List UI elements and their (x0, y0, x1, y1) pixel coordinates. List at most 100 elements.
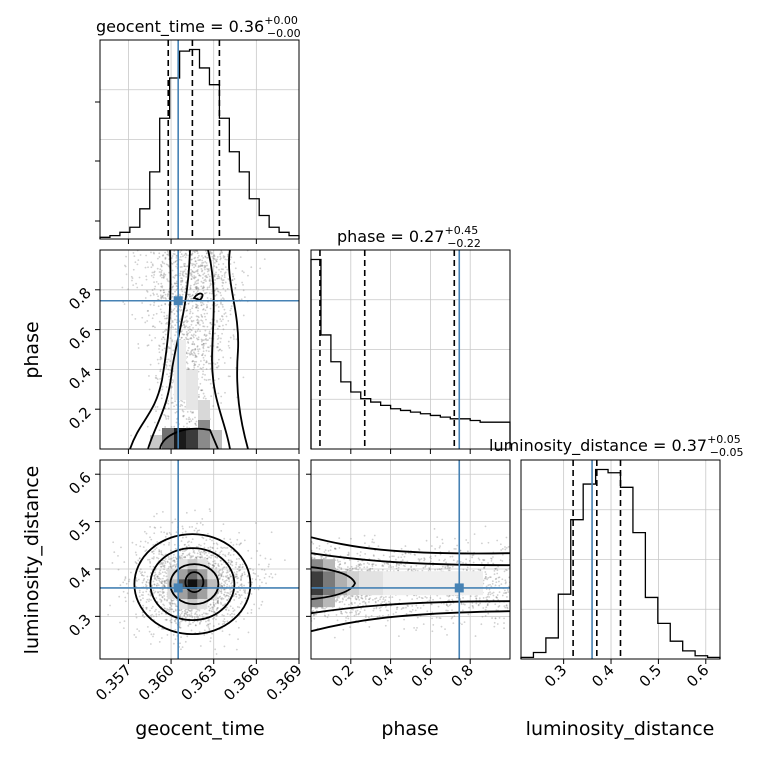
scatter-point (268, 575, 271, 578)
scatter-point (137, 347, 140, 349)
scatter-point (219, 568, 222, 571)
scatter-point (169, 565, 172, 568)
scatter-point (171, 292, 174, 295)
scatter-point (163, 564, 166, 567)
scatter-point (220, 588, 223, 591)
scatter-point (495, 581, 498, 584)
scatter-point (173, 602, 176, 605)
scatter-point (388, 596, 391, 599)
scatter-point (138, 630, 141, 632)
scatter-point (182, 270, 184, 273)
scatter-point (224, 258, 227, 261)
scatter-point (223, 313, 226, 315)
scatter-point (153, 583, 156, 586)
scatter-point (181, 273, 184, 276)
scatter-point (382, 554, 385, 557)
scatter-point (338, 606, 341, 609)
scatter-point (210, 283, 212, 286)
scatter-point (196, 555, 199, 558)
scatter-point (160, 282, 163, 285)
scatter-point (151, 264, 154, 267)
scatter-point (360, 596, 363, 599)
scatter-point (167, 254, 170, 257)
scatter-point (221, 274, 224, 277)
scatter-point (164, 333, 167, 336)
scatter-point (188, 613, 191, 616)
scatter-point (194, 363, 197, 366)
scatter-point (153, 301, 156, 304)
scatter-point (160, 637, 163, 639)
scatter-point (113, 551, 116, 554)
scatter-point (208, 508, 211, 511)
scatter-point (423, 559, 426, 562)
scatter-point (423, 558, 426, 561)
scatter-point (348, 569, 351, 572)
scatter-point (194, 265, 197, 267)
scatter-point (411, 605, 414, 607)
scatter-point (226, 253, 229, 256)
scatter-point (191, 360, 194, 363)
scatter-point (224, 595, 227, 598)
scatter-point (472, 561, 475, 564)
scatter-point (174, 260, 177, 263)
scatter-point (477, 603, 480, 606)
scatter-point (207, 346, 210, 349)
scatter-point (189, 308, 192, 311)
scatter-point (212, 542, 215, 545)
scatter-point (202, 287, 204, 290)
scatter-point (222, 287, 225, 290)
scatter-point (329, 553, 331, 556)
scatter-point (194, 624, 197, 627)
scatter-point (349, 567, 351, 570)
scatter-point (190, 351, 192, 353)
scatter-point (203, 359, 205, 362)
scatter-point (188, 295, 191, 298)
scatter-point (315, 606, 317, 609)
scatter-point (217, 600, 219, 602)
scatter-point (204, 255, 207, 258)
scatter-point (374, 597, 376, 600)
scatter-point (179, 274, 181, 277)
scatter-point (158, 610, 160, 613)
scatter-point (219, 318, 222, 321)
scatter-point (338, 566, 341, 569)
scatter-point (174, 628, 177, 631)
scatter-point (504, 546, 506, 548)
scatter-point (387, 609, 389, 612)
scatter-point (165, 363, 168, 366)
scatter-point (190, 278, 193, 280)
scatter-point (199, 258, 202, 261)
scatter-point (358, 566, 361, 569)
scatter-point (211, 564, 214, 566)
scatter-point (200, 313, 203, 316)
scatter-point (167, 251, 169, 253)
scatter-point (205, 306, 208, 309)
scatter-point (215, 542, 218, 545)
scatter-point (466, 569, 468, 572)
scatter-point (446, 594, 449, 597)
scatter-point (183, 265, 186, 267)
scatter-point (184, 272, 187, 275)
scatter-point (485, 576, 487, 579)
scatter-point (155, 597, 158, 599)
scatter-point (170, 621, 173, 624)
scatter-point (127, 288, 130, 291)
scatter-point (224, 271, 227, 274)
scatter-point (229, 336, 232, 339)
scatter-point (157, 557, 160, 560)
scatter-point (150, 607, 153, 610)
scatter-point (209, 307, 212, 310)
scatter-point (234, 267, 237, 270)
scatter-point (497, 565, 500, 568)
scatter-point (118, 595, 121, 598)
scatter-point (350, 608, 353, 611)
scatter-point (235, 573, 237, 576)
scatter-point (186, 426, 188, 429)
scatter-point (198, 631, 201, 633)
scatter-point (191, 616, 194, 619)
scatter-point (444, 567, 447, 569)
scatter-point (195, 556, 197, 559)
scatter-point (355, 613, 358, 616)
scatter-point (448, 594, 451, 597)
scatter-point (352, 608, 355, 611)
